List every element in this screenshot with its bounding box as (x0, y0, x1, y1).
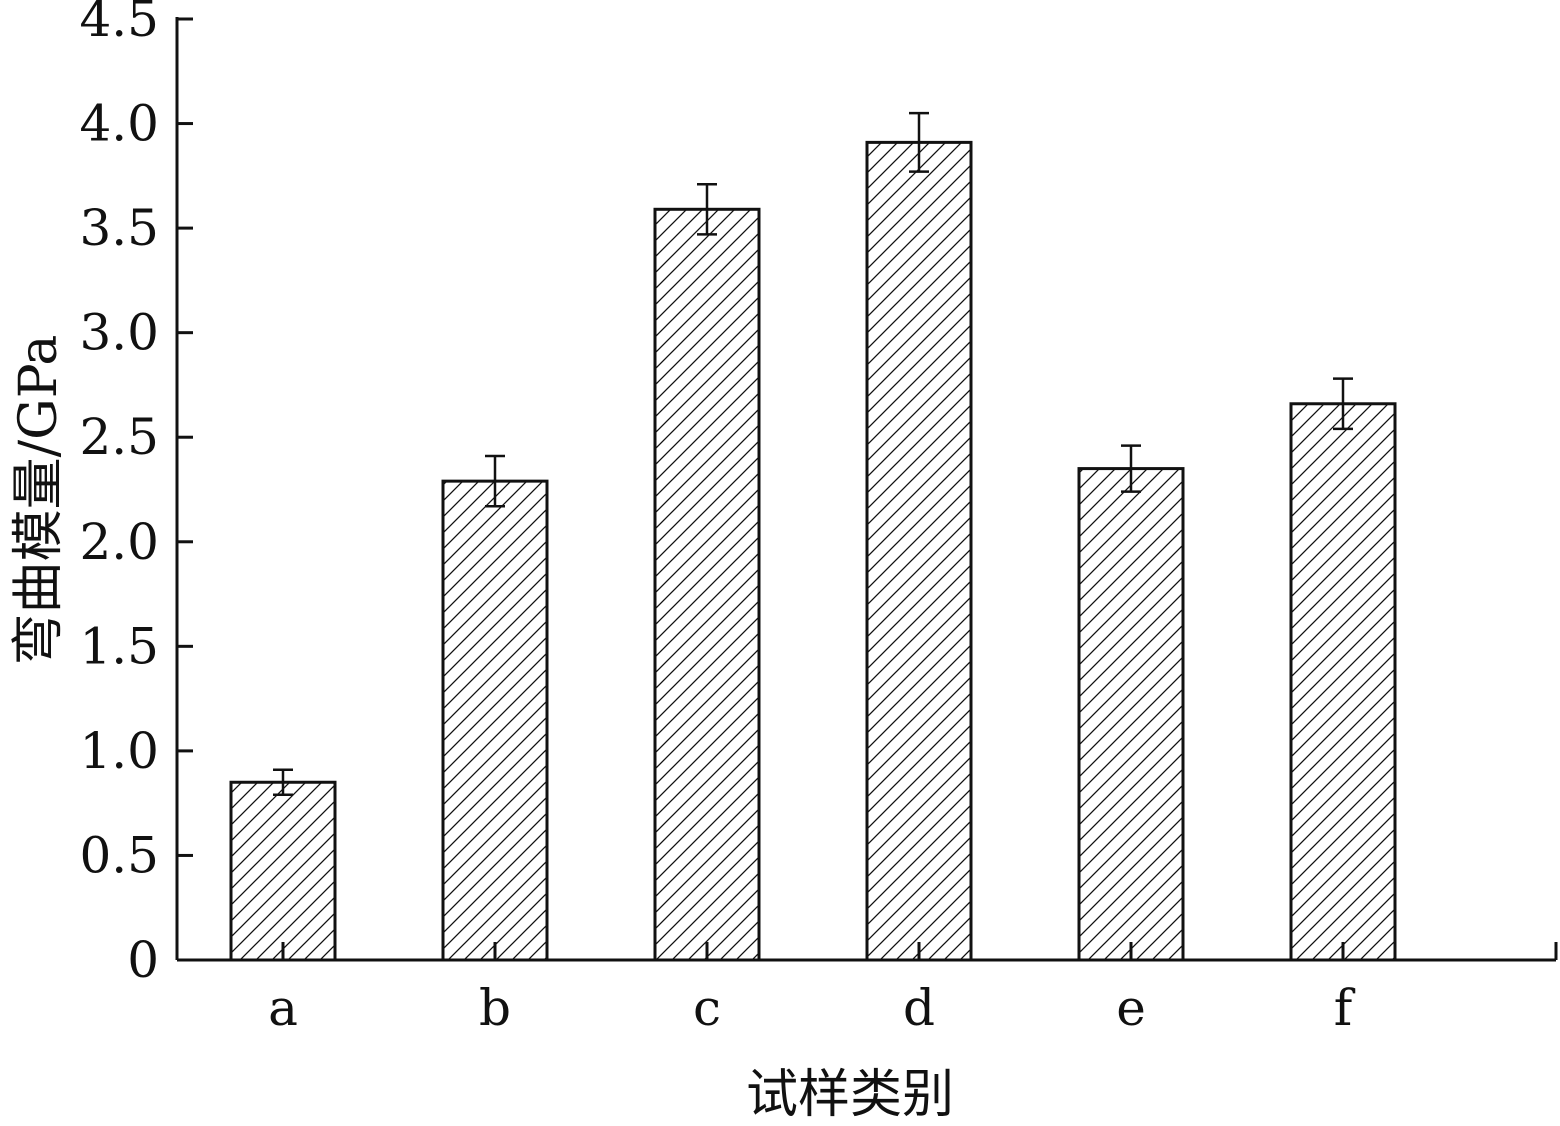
error-bars-layer (273, 111, 1353, 960)
x-category-label-a: a (268, 979, 298, 1037)
x-category-labels: a b c d e f (268, 979, 1356, 1037)
y-axis-title: 弯曲模量/GPa (9, 335, 69, 666)
bar-e (1077, 467, 1185, 962)
bar-c (653, 207, 761, 962)
y-tick-label: 0 (127, 931, 159, 989)
y-tick-label: 2.0 (79, 513, 159, 571)
error-bar-e (1121, 444, 1141, 493)
y-tick-label: 1.0 (79, 722, 159, 780)
error-bar-d (909, 111, 929, 173)
error-bar-b (485, 454, 505, 508)
x-category-label-d: d (903, 979, 935, 1037)
x-category-label-f: f (1334, 979, 1356, 1037)
x-category-label-b: b (479, 979, 511, 1037)
error-bar-a (273, 768, 293, 797)
bars-layer (229, 140, 1397, 962)
axes-layer (175, 17, 1558, 962)
y-tick-label: 0.5 (79, 826, 159, 884)
bar-b (441, 479, 549, 962)
y-tick-label: 4.5 (79, 0, 159, 48)
y-tick-label: 1.5 (79, 617, 159, 675)
bar-a (229, 780, 337, 962)
error-bar-f (1333, 377, 1353, 431)
x-axis-title: 试样类别 (746, 1065, 954, 1121)
y-tick-label: 3.0 (79, 304, 159, 362)
bar-f (1289, 402, 1397, 962)
y-tick-label: 2.5 (79, 408, 159, 466)
y-tick-label: 4.0 (79, 95, 159, 153)
bar-d (865, 140, 973, 962)
y-tick-label: 3.5 (79, 199, 159, 257)
x-category-label-c: c (693, 979, 721, 1037)
x-category-label-e: e (1116, 979, 1146, 1037)
y-ticks-layer: 0 0.5 1.0 1.5 2.0 2.5 3.0 3.5 4.0 4.5 (79, 0, 193, 989)
error-bar-c (697, 182, 717, 236)
